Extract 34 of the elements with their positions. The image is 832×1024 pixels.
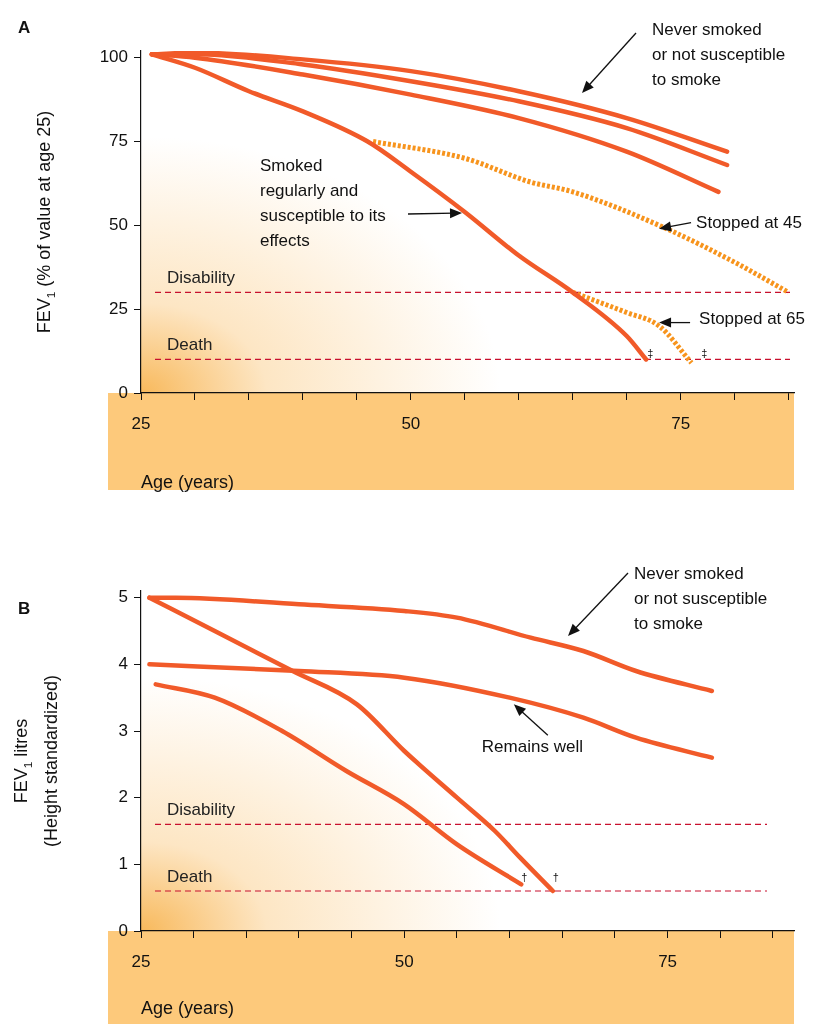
annotation: Never smoked or not susceptible to smoke: [652, 20, 786, 90]
annotation: ‡: [701, 346, 708, 359]
y-axis-title: FEV1 (% of value at age 25): [33, 110, 57, 334]
x-tick-label: 25: [131, 413, 151, 433]
annotation: Never smoked or not susceptible to smoke: [634, 564, 768, 634]
x-tick-label: 75: [658, 951, 678, 971]
chart-title: A: [18, 17, 31, 37]
ref-line-label: Disability: [167, 268, 236, 288]
x-tick-label: 25: [131, 951, 151, 971]
annotation: Stopped at 65: [699, 308, 805, 328]
ref-line-label: Disability: [167, 800, 236, 820]
x-axis-title: Age (years): [141, 472, 235, 493]
y-tick-label: 100: [99, 47, 128, 67]
text: B: [18, 598, 31, 618]
y-tick-label: 3: [118, 720, 128, 740]
y-tick-label: 1: [118, 854, 128, 874]
y-tick-label: 5: [118, 587, 128, 607]
ref-line-label: Death: [167, 335, 213, 355]
annotation: Remains well: [481, 736, 583, 756]
annotation: †: [521, 871, 528, 884]
annotation: †: [552, 871, 559, 884]
annotation: Stopped at 45: [696, 212, 802, 232]
x-axis-title: Age (years): [141, 998, 235, 1019]
y-tick-label: 50: [109, 215, 128, 235]
annotation: Smoked regularly and susceptible to its effects: [260, 156, 386, 251]
y-tick-label: 4: [118, 654, 128, 674]
x-tick-label: 50: [394, 951, 414, 971]
y-tick-label: 25: [109, 298, 128, 318]
y-tick-label: 75: [109, 131, 128, 151]
ref-line-label: Death: [167, 866, 213, 886]
x-tick-label: 75: [671, 413, 691, 433]
x-tick-label: 50: [401, 413, 421, 433]
annotation: ‡: [647, 346, 654, 359]
y-tick-label: 2: [118, 787, 128, 807]
